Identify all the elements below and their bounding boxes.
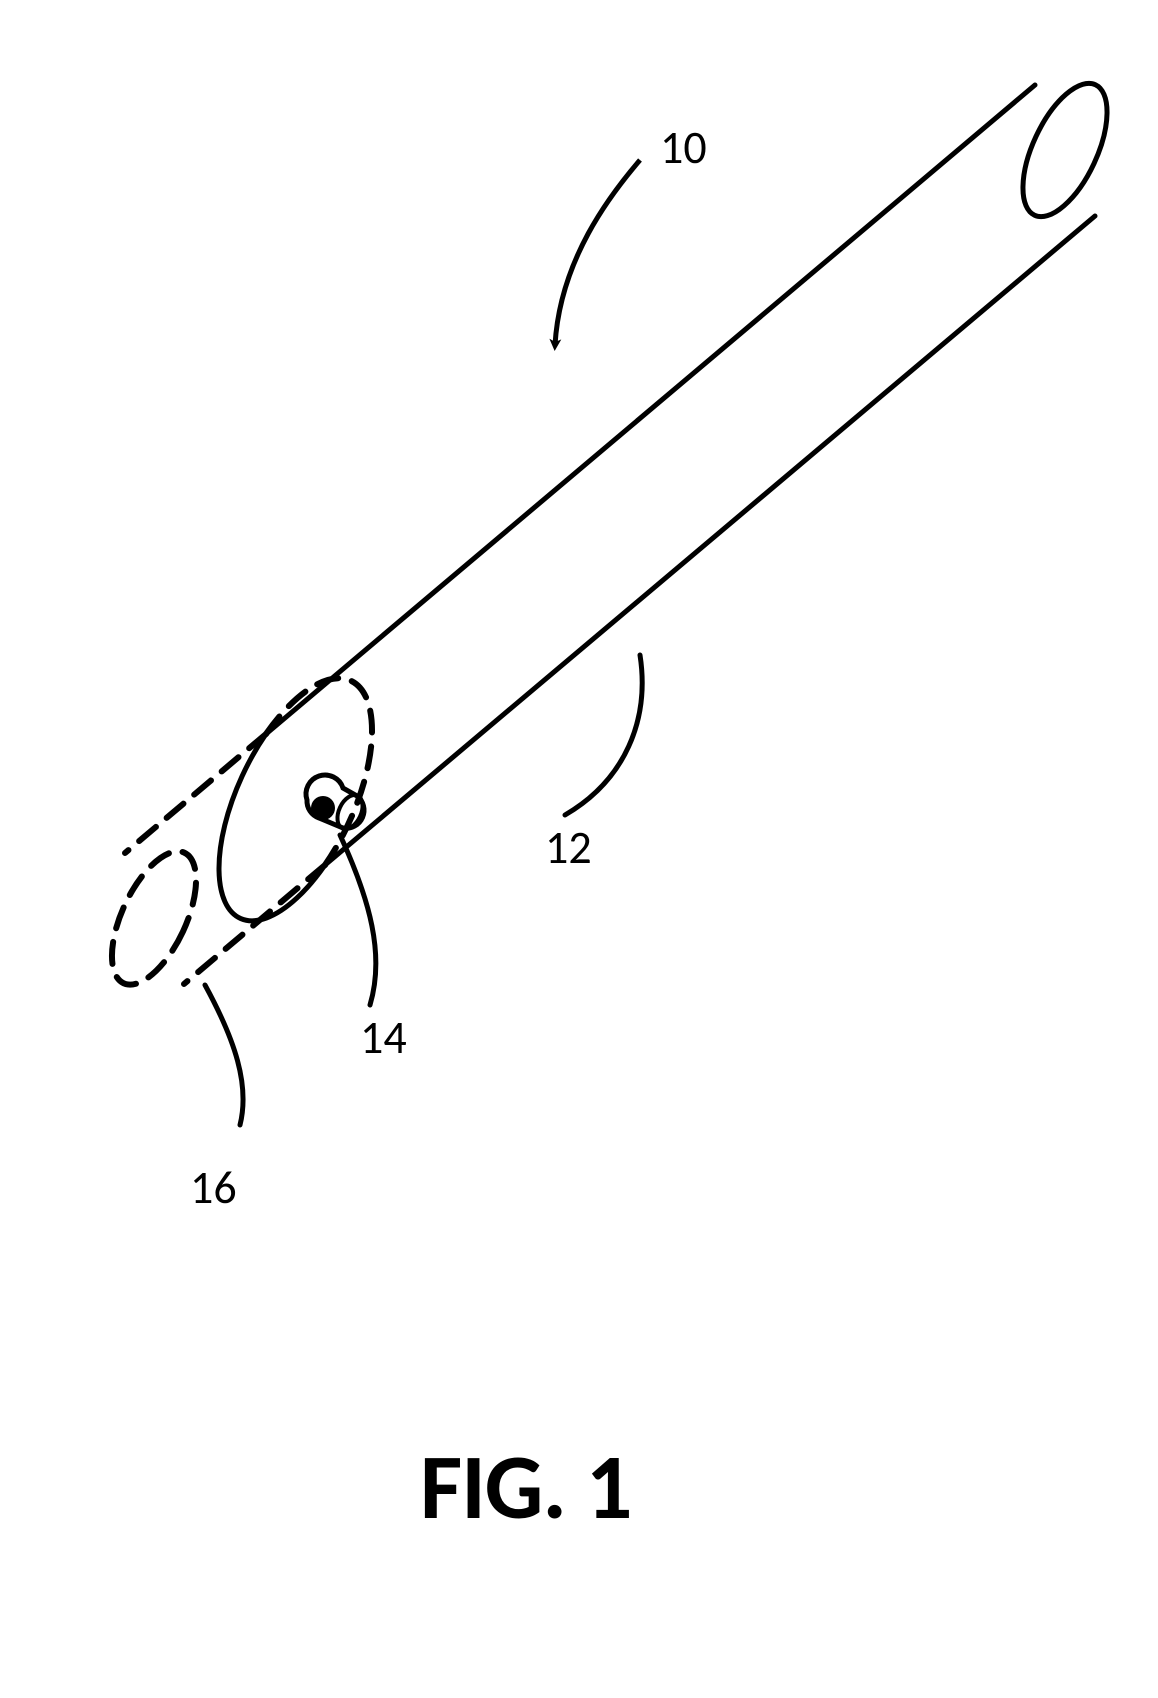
figure-title: FIG. 1 xyxy=(420,1430,631,1543)
leader-16 xyxy=(205,985,243,1125)
dashed-cap-16 xyxy=(95,678,372,997)
ref-label-14: 14 xyxy=(360,1010,407,1066)
ref-label-12: 12 xyxy=(545,820,592,876)
ref-label-10: 10 xyxy=(660,120,707,176)
leader-10 xyxy=(555,160,640,345)
patent-figure-page: 10 12 14 16 FIG. 1 xyxy=(0,0,1158,1698)
leader-12 xyxy=(565,655,642,815)
body-bottom-edge xyxy=(325,216,1095,865)
body-top-edge xyxy=(266,85,1035,734)
leader-14 xyxy=(340,835,376,1005)
ref-label-16: 16 xyxy=(190,1160,237,1216)
